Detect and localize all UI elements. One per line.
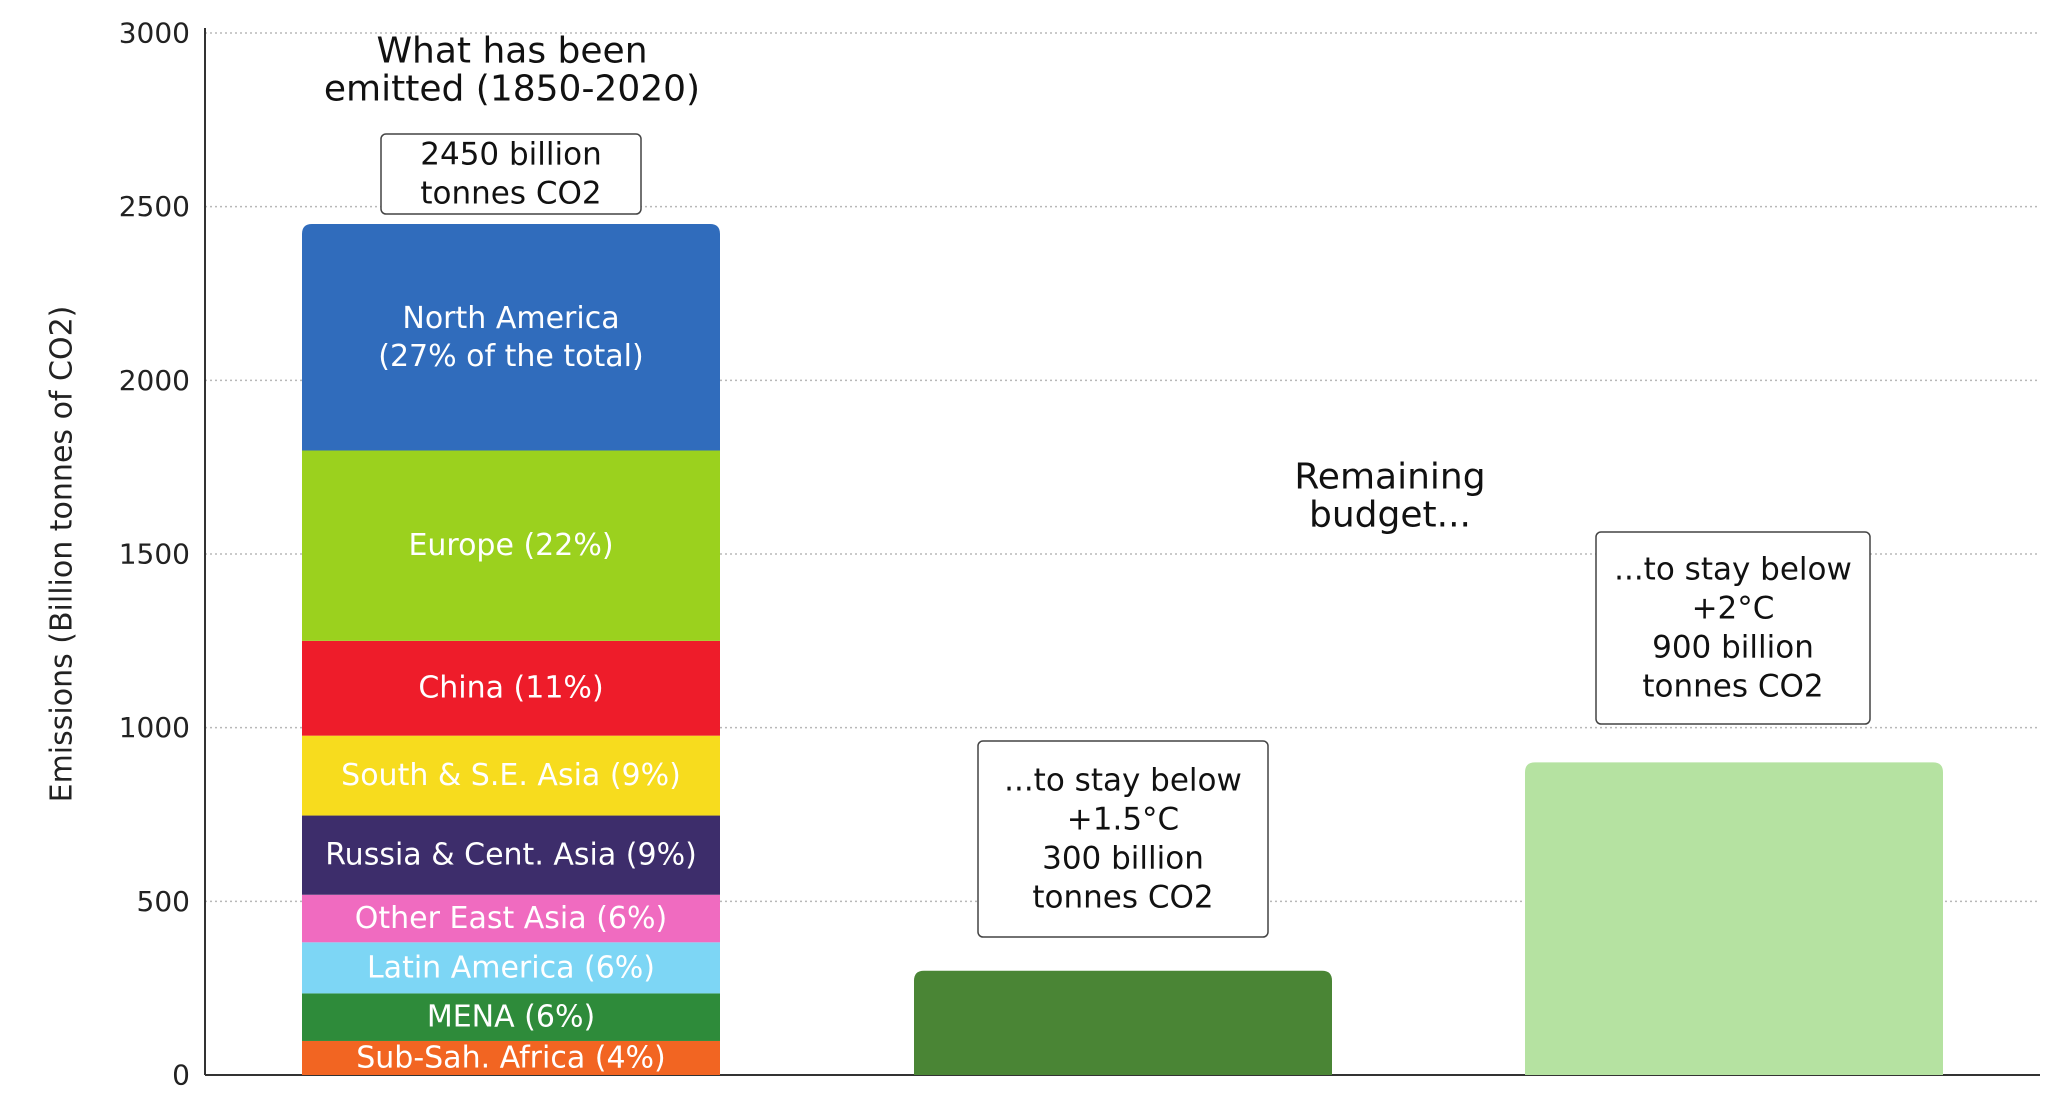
budget-box	[977, 740, 1269, 938]
total-box-label: 2450 billion	[420, 137, 602, 173]
bar-segment-label: North America	[402, 301, 619, 336]
y-axis-title: Emissions (Billion tonnes of CO2)	[45, 306, 80, 803]
bar-segment	[302, 640, 720, 736]
bar-segment	[302, 224, 720, 451]
bar-segment	[302, 815, 720, 895]
bar-segment-label: Russia & Cent. Asia (9%)	[325, 838, 697, 873]
bar-segment-label: (27% of the total)	[378, 339, 643, 374]
bar-segment-label: Latin America (6%)	[367, 950, 655, 985]
emitted-heading: emitted (1850-2020)	[324, 69, 700, 110]
budget-box-label: tonnes CO2	[1032, 880, 1213, 916]
y-tick-label: 2000	[119, 364, 190, 397]
total-box-label: tonnes CO2	[420, 176, 601, 212]
bar-segment	[302, 894, 720, 943]
bar-segment	[302, 450, 720, 641]
remaining-heading: Remaining	[1294, 457, 1485, 498]
budget-box-label: +2°C	[1692, 591, 1775, 627]
bar-segment	[302, 942, 720, 994]
bar-segment	[302, 735, 720, 816]
budget-box-label: ...to stay below	[1614, 552, 1852, 588]
y-tick-label: 3000	[119, 17, 190, 50]
budget-bar-1-5c	[914, 970, 1332, 1075]
bar-segment-label: MENA (6%)	[427, 1000, 595, 1035]
bar-segment	[302, 1040, 720, 1075]
budget-box-label: tonnes CO2	[1642, 669, 1823, 705]
bar-segment-label: Europe (22%)	[408, 528, 613, 563]
budget-bar-2c	[1525, 762, 1943, 1075]
bar-segment-label: South & S.E. Asia (9%)	[341, 758, 681, 793]
budget-box-label: 300 billion	[1042, 841, 1204, 877]
y-tick-label: 500	[137, 885, 190, 918]
budget-box-label: ...to stay below	[1004, 763, 1242, 799]
emitted-heading: What has been	[376, 31, 647, 72]
budget-box-label: 900 billion	[1652, 630, 1814, 666]
bar-segment-label: Other East Asia (6%)	[355, 901, 667, 936]
bar-segment-label: China (11%)	[418, 671, 603, 706]
bar-segment	[302, 993, 720, 1041]
y-tick-label: 0	[172, 1059, 190, 1092]
total-box	[380, 133, 642, 215]
bar-segment-label: Sub-Sah. Africa (4%)	[356, 1040, 666, 1075]
y-tick-label: 1000	[119, 711, 190, 744]
y-tick-label: 1500	[119, 538, 190, 571]
total-box-frame	[380, 133, 642, 215]
budget-box-label: +1.5°C	[1067, 802, 1179, 838]
remaining-heading: budget...	[1309, 495, 1471, 536]
budget-box	[1595, 531, 1871, 725]
y-tick-label: 2500	[119, 190, 190, 223]
